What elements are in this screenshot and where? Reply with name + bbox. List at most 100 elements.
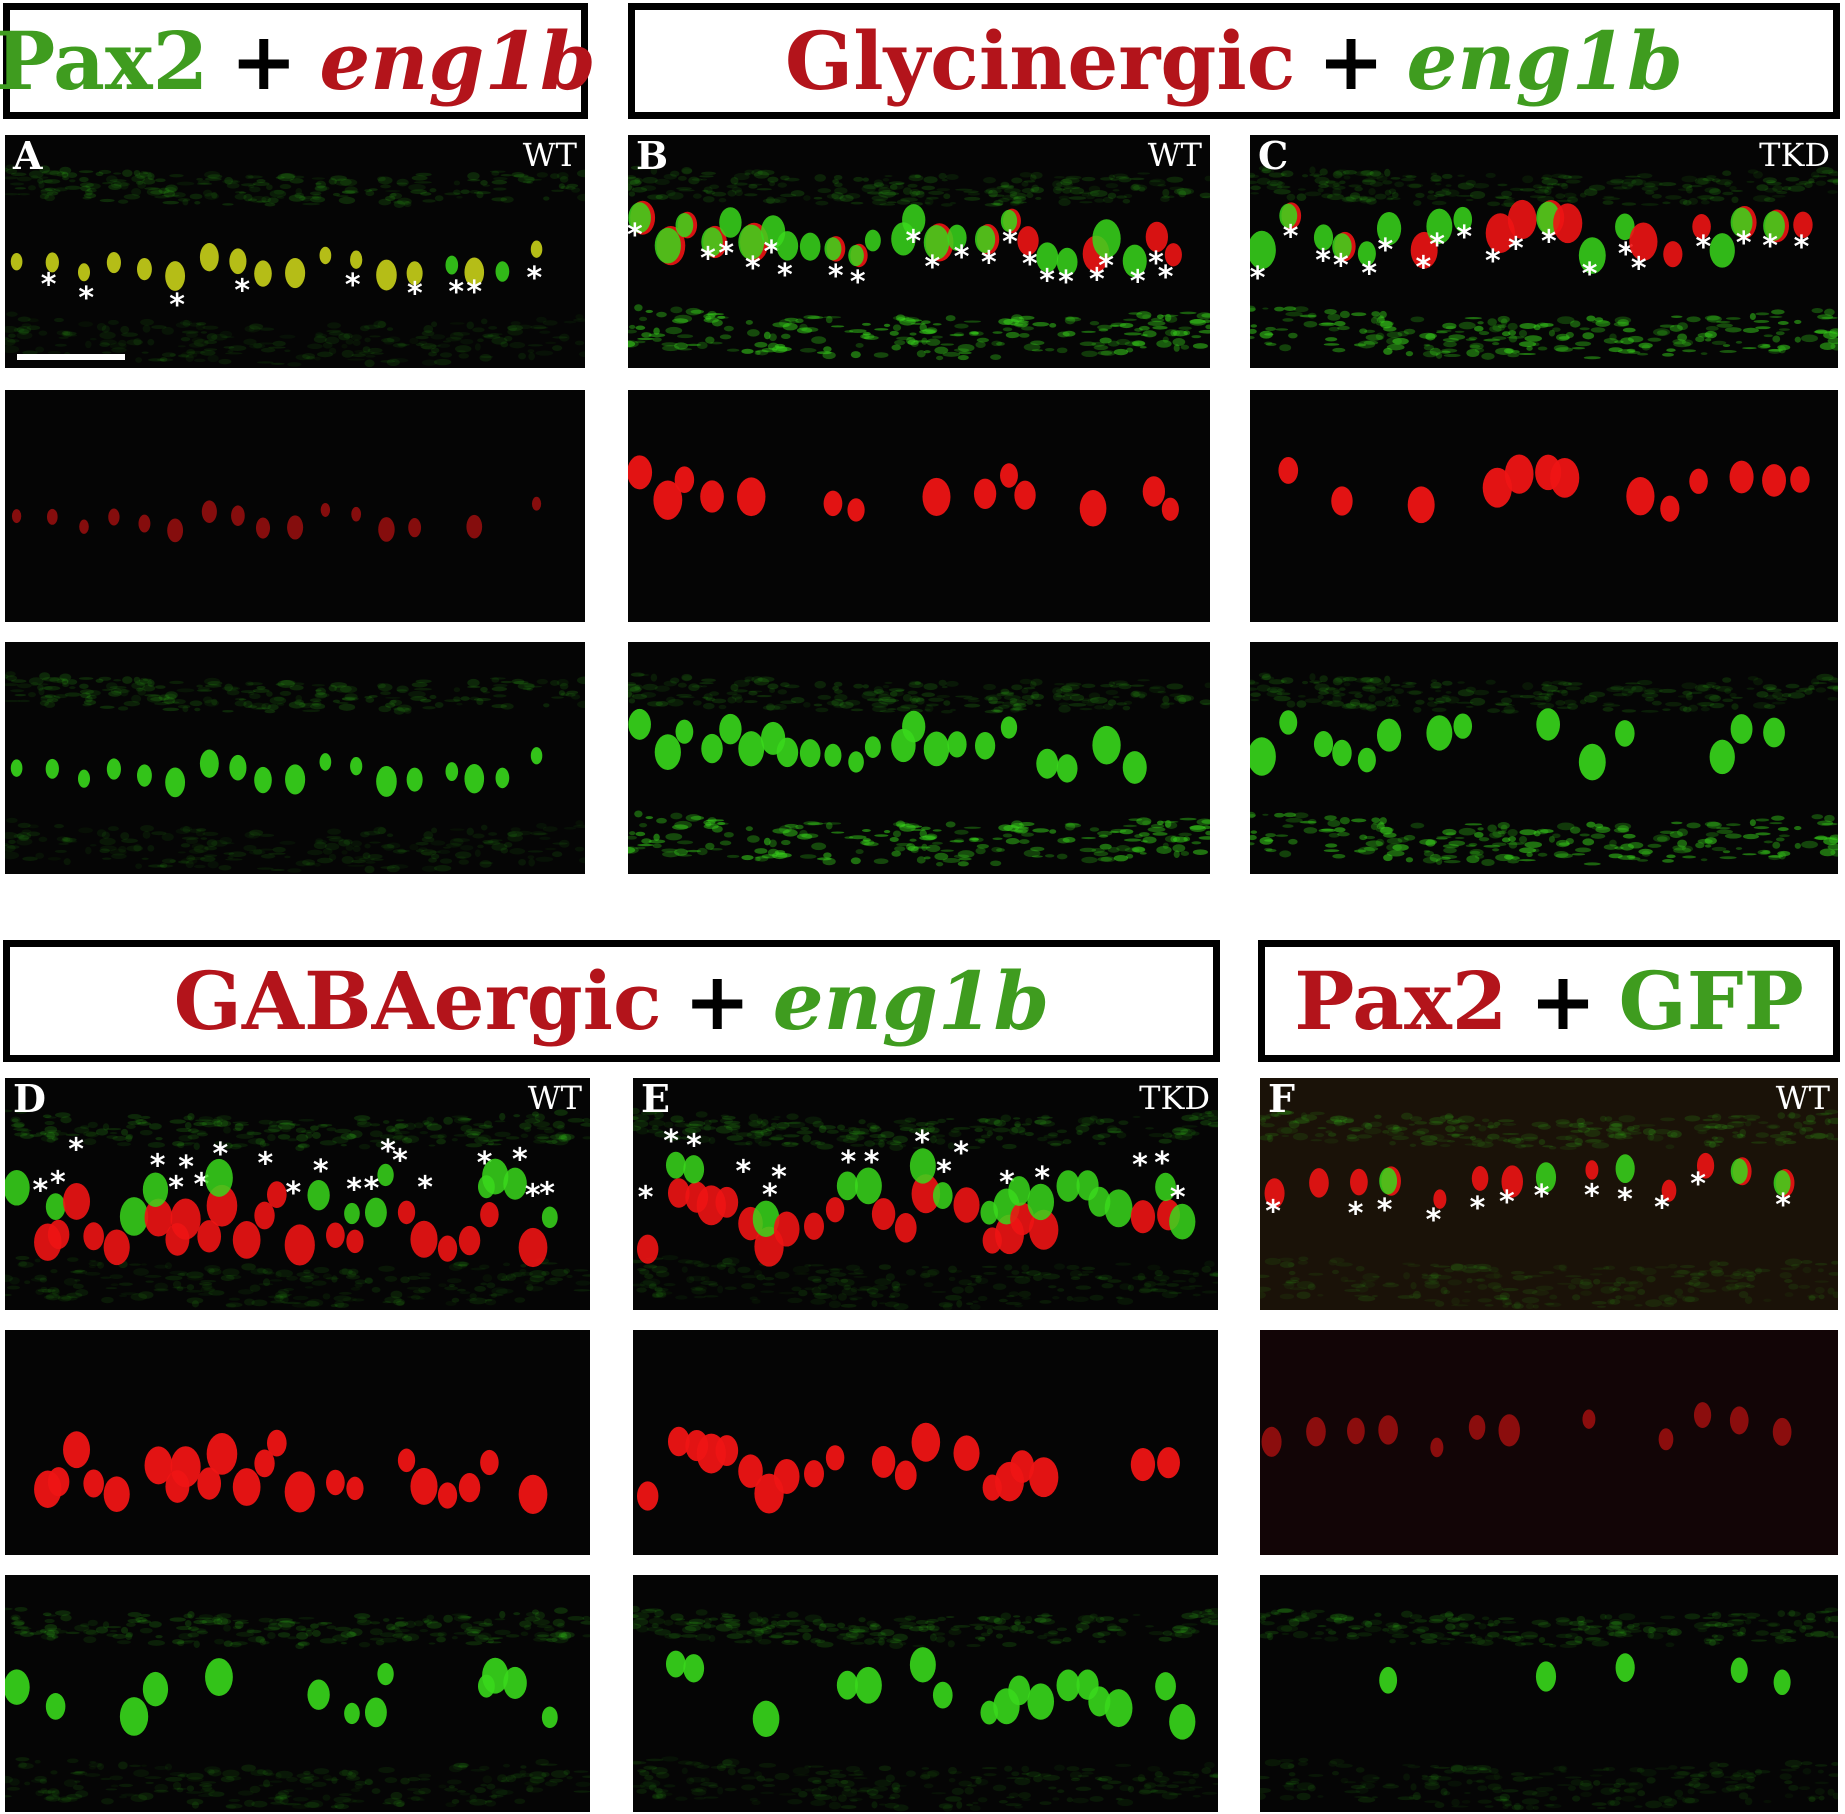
fiber-band — [1250, 185, 1261, 191]
fiber-band — [993, 1119, 1007, 1127]
fiber-band — [352, 845, 361, 853]
fiber-band — [109, 1775, 123, 1781]
fiber-band — [1752, 195, 1771, 202]
fiber-band — [1775, 331, 1785, 336]
cell-blob — [654, 734, 681, 771]
fiber-band — [396, 1300, 405, 1306]
fiber-band — [861, 829, 871, 832]
fiber-band — [1577, 1126, 1591, 1133]
fiber-band — [1716, 323, 1733, 328]
fiber-band — [117, 199, 129, 204]
fiber-band — [211, 840, 228, 847]
fiber-band — [906, 825, 923, 828]
fiber-band — [476, 191, 484, 199]
fiber-band — [1769, 315, 1783, 318]
cell-blob — [377, 1163, 394, 1187]
fiber-band — [1376, 682, 1388, 689]
fiber-band — [1448, 840, 1466, 847]
fiber-band — [1055, 181, 1074, 188]
fiber-band — [1500, 318, 1508, 326]
fiber-band — [984, 1118, 1001, 1125]
fiber-band — [430, 853, 440, 860]
fiber-band — [394, 1621, 406, 1628]
fiber-band — [322, 341, 333, 349]
fiber-band — [1323, 343, 1340, 346]
fiber-band — [100, 1276, 112, 1279]
fiber-band — [267, 1124, 282, 1133]
fiber-band — [1021, 832, 1034, 837]
fiber-band — [169, 1119, 186, 1124]
fiber-band — [1341, 196, 1357, 203]
fiber-band — [1641, 692, 1659, 699]
fiber-band — [696, 847, 708, 856]
cell-blob — [406, 767, 423, 792]
fiber-band — [305, 1629, 313, 1637]
fiber-band — [1586, 821, 1596, 828]
fiber-band — [825, 315, 833, 324]
fiber-band — [957, 861, 969, 867]
fiber-band — [1823, 837, 1838, 846]
fiber-band — [484, 1800, 497, 1807]
fiber-band — [790, 190, 805, 197]
fiber-band — [275, 1293, 290, 1298]
fiber-band — [560, 692, 570, 697]
fiber-band — [429, 850, 442, 854]
fiber-band — [83, 192, 97, 199]
asterisk-marker: * — [1416, 251, 1432, 286]
fiber-band — [1382, 687, 1393, 692]
fiber-band — [1192, 1772, 1200, 1779]
fiber-band — [1152, 325, 1168, 330]
fiber-band — [364, 1277, 374, 1284]
fiber-band — [505, 1774, 517, 1783]
fiber-band — [1162, 1132, 1173, 1138]
cell-blob — [482, 1158, 509, 1195]
fiber-band — [383, 1120, 390, 1125]
fiber-band — [825, 822, 833, 830]
fiber-band — [543, 1128, 555, 1134]
fiber-band — [1794, 842, 1801, 849]
fiber-band — [1071, 1797, 1089, 1804]
fiber-band — [1704, 837, 1717, 845]
cell-blob — [136, 257, 152, 281]
fiber-band — [573, 824, 585, 828]
fiber-band — [639, 1781, 657, 1790]
fiber-band — [272, 340, 286, 347]
fiber-band — [439, 858, 453, 864]
fiber-band — [1735, 847, 1743, 850]
fiber-band — [900, 197, 918, 202]
cell-blob — [1426, 715, 1453, 751]
fiber-band — [1425, 333, 1436, 341]
fiber-band — [674, 820, 693, 829]
fiber-band — [904, 1615, 917, 1621]
fiber-band — [831, 192, 844, 200]
fiber-band — [1081, 836, 1096, 840]
fiber-band — [1391, 698, 1399, 705]
header-pax2-label: Pax2 — [0, 14, 209, 108]
fiber-band — [1497, 183, 1508, 187]
fiber-band — [1798, 687, 1816, 691]
fiber-band — [784, 317, 798, 322]
fiber-band — [842, 1137, 858, 1144]
fiber-band — [401, 1137, 413, 1144]
fiber-band — [635, 340, 646, 344]
fiber-band — [1387, 195, 1395, 200]
fiber-band — [74, 1780, 81, 1783]
fiber-band — [577, 169, 585, 178]
cell-blob — [909, 1148, 936, 1184]
fiber-band — [491, 336, 508, 345]
fiber-band — [633, 1259, 642, 1264]
fiber-band — [1117, 1798, 1134, 1807]
fiber-band — [889, 1793, 901, 1799]
fiber-band — [453, 1134, 469, 1137]
fiber-band — [1077, 1774, 1090, 1778]
fiber-band — [1603, 844, 1618, 850]
fiber-band — [431, 321, 438, 328]
fiber-band — [945, 315, 956, 322]
fiber-band — [267, 704, 279, 711]
fiber-band — [1332, 692, 1346, 697]
fiber-band — [826, 193, 839, 199]
fiber-band — [120, 325, 130, 334]
fiber-band — [322, 1293, 331, 1300]
fiber-band — [1785, 683, 1800, 689]
fiber-band — [306, 862, 316, 866]
